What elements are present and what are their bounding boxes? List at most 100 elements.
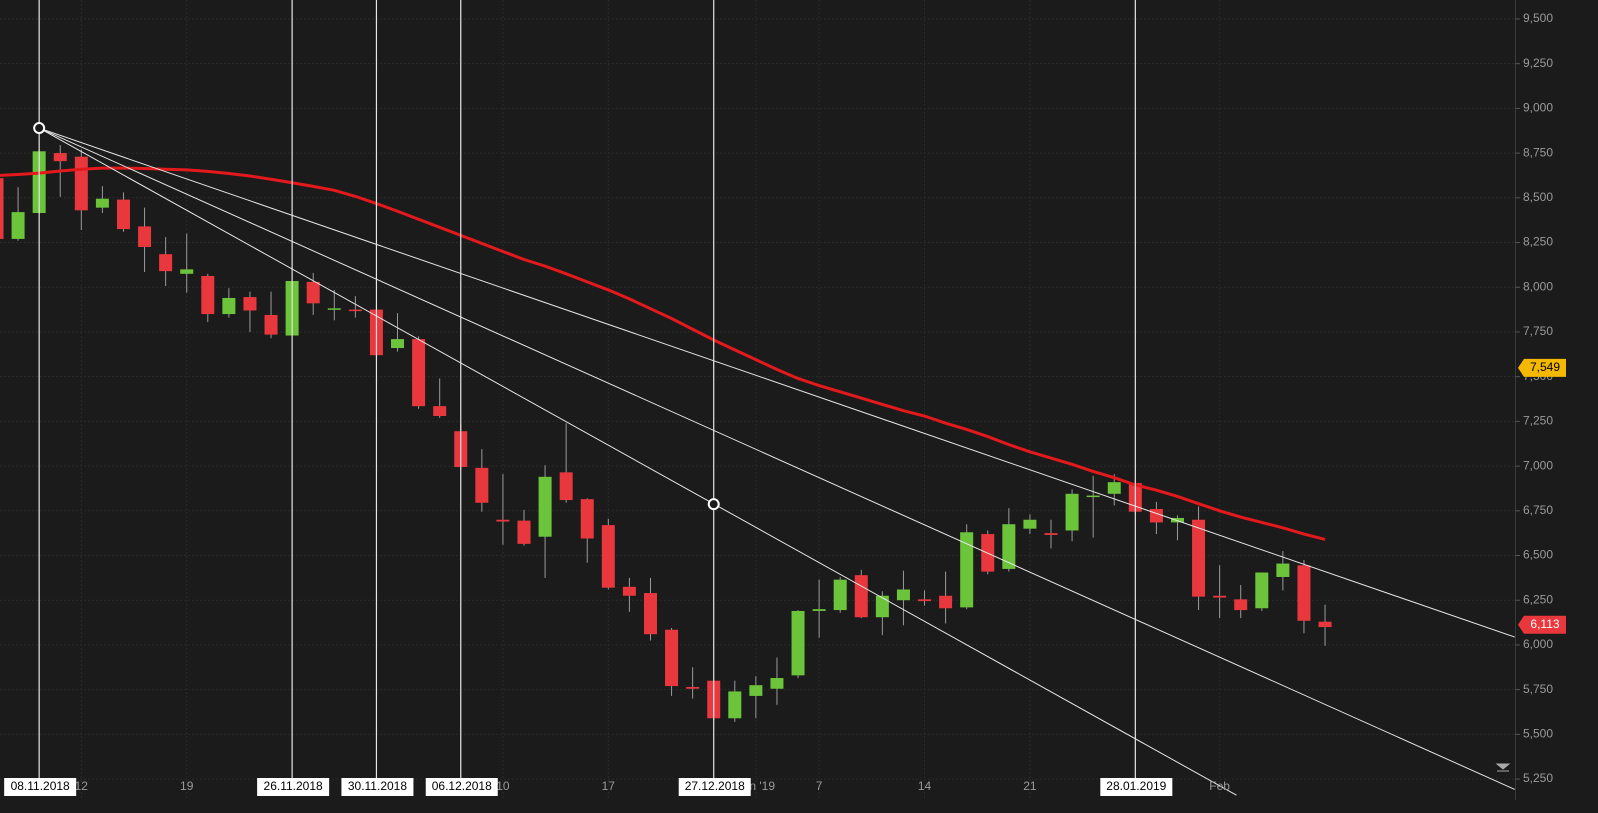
candle-body bbox=[538, 476, 552, 537]
x-tick-label: 21 bbox=[1023, 779, 1037, 793]
candle-body bbox=[770, 678, 784, 689]
grid bbox=[0, 0, 1515, 800]
candle-body bbox=[643, 593, 657, 635]
x-tick-label: Feb bbox=[1209, 779, 1230, 793]
date-box bbox=[1100, 778, 1173, 796]
candle-body bbox=[939, 595, 953, 609]
candle-body bbox=[580, 499, 594, 539]
y-tick-label: 7,750 bbox=[1523, 324, 1553, 338]
x-tick-label: 30.11.2018 bbox=[348, 779, 407, 793]
candle-body bbox=[1002, 524, 1016, 569]
candle-body bbox=[306, 281, 320, 304]
candle-body bbox=[791, 610, 805, 676]
candle-body bbox=[201, 275, 215, 315]
x-tick-label: 08.11.2018 bbox=[11, 779, 70, 793]
trend-line bbox=[38, 127, 1515, 638]
candle-body bbox=[159, 254, 173, 272]
date-box bbox=[341, 778, 414, 796]
y-tick-label: 9,500 bbox=[1523, 11, 1553, 25]
date-box bbox=[4, 778, 77, 796]
y-tick-label: 8,250 bbox=[1523, 235, 1553, 249]
candle-body bbox=[1192, 519, 1206, 597]
x-tick-label: 12 bbox=[75, 779, 89, 793]
candle-body bbox=[1276, 563, 1290, 577]
y-tick-label: 6,750 bbox=[1523, 503, 1553, 517]
x-tick-label: 17 bbox=[602, 779, 616, 793]
candle-body bbox=[1213, 595, 1227, 598]
y-tick-label: 9,000 bbox=[1523, 101, 1553, 115]
candle-body bbox=[391, 339, 405, 349]
candle-body bbox=[53, 153, 67, 162]
candle-body bbox=[622, 586, 636, 596]
candle-body bbox=[0, 178, 4, 239]
candle-body bbox=[1086, 495, 1100, 498]
candle-body bbox=[243, 297, 257, 311]
candle-body bbox=[601, 525, 615, 588]
price-tag bbox=[1518, 358, 1566, 377]
candle-body bbox=[833, 579, 847, 611]
candle-body bbox=[875, 595, 889, 618]
axes: 5,250 5,500 5,750 6,000 6,250 6,500 6,750 7,000… bbox=[4, 11, 1566, 796]
x-tick-label: 10 bbox=[496, 779, 510, 793]
candle-body bbox=[433, 406, 447, 417]
candle-body bbox=[74, 156, 88, 211]
candle-body bbox=[11, 212, 25, 239]
line-handle bbox=[33, 122, 46, 135]
candle-body bbox=[812, 609, 826, 611]
candle-body bbox=[1318, 621, 1332, 628]
scroll-icon bbox=[1495, 763, 1511, 772]
x-tick-label: 06.12.2018 bbox=[432, 779, 492, 793]
candle-body bbox=[686, 686, 700, 689]
candle-body bbox=[1297, 565, 1311, 621]
y-tick-label: 8,000 bbox=[1523, 279, 1553, 293]
price-tag-label: 6,113 bbox=[1530, 617, 1559, 631]
y-tick-label: 9,250 bbox=[1523, 56, 1553, 70]
candle-body bbox=[1023, 519, 1037, 529]
date-box bbox=[678, 778, 751, 796]
candle-body bbox=[475, 467, 489, 503]
candle-body bbox=[1107, 482, 1121, 494]
candle-body bbox=[1149, 509, 1163, 523]
candle-body bbox=[854, 575, 868, 618]
y-tick-label: 5,500 bbox=[1523, 727, 1553, 741]
date-box bbox=[257, 778, 330, 796]
candle-body bbox=[327, 308, 341, 310]
x-tick-label: 26.11.2018 bbox=[264, 779, 323, 793]
candle-body bbox=[1170, 517, 1184, 523]
y-tick-label: 6,250 bbox=[1523, 592, 1553, 606]
candle-body bbox=[960, 532, 974, 608]
candle-body bbox=[1255, 572, 1269, 609]
x-tick-label: 7 bbox=[816, 779, 823, 793]
trend-line bbox=[38, 127, 1515, 790]
candle-body bbox=[116, 199, 130, 230]
y-tick-label: 7,250 bbox=[1523, 414, 1553, 428]
candle-body bbox=[138, 226, 152, 247]
y-tick-label: 6,000 bbox=[1523, 637, 1553, 651]
price-tag bbox=[1518, 615, 1566, 634]
candle-body bbox=[222, 297, 236, 315]
y-tick-label: 7,000 bbox=[1523, 458, 1553, 472]
x-tick-label: 14 bbox=[918, 779, 932, 793]
x-tick-label: 19 bbox=[180, 779, 194, 793]
y-tick-label: 8,750 bbox=[1523, 145, 1553, 159]
x-tick-label: 28.01.2019 bbox=[1106, 779, 1166, 793]
candle-body bbox=[918, 599, 932, 602]
trend-line bbox=[38, 127, 1237, 796]
moving-average-line bbox=[0, 166, 1326, 541]
line-handle bbox=[707, 498, 720, 511]
candle-body bbox=[1044, 533, 1058, 535]
candle-body bbox=[264, 314, 278, 335]
y-tick-label: 8,500 bbox=[1523, 190, 1553, 204]
candle-body bbox=[180, 269, 194, 274]
candle-body bbox=[559, 472, 573, 501]
y-tick-label: 5,750 bbox=[1523, 682, 1553, 696]
candle-body bbox=[728, 691, 742, 719]
x-tick-label: 27.12.2018 bbox=[685, 779, 745, 793]
date-box bbox=[425, 778, 498, 796]
candle-body bbox=[1065, 493, 1079, 531]
candle-body bbox=[517, 520, 531, 544]
candle-body bbox=[896, 589, 910, 601]
